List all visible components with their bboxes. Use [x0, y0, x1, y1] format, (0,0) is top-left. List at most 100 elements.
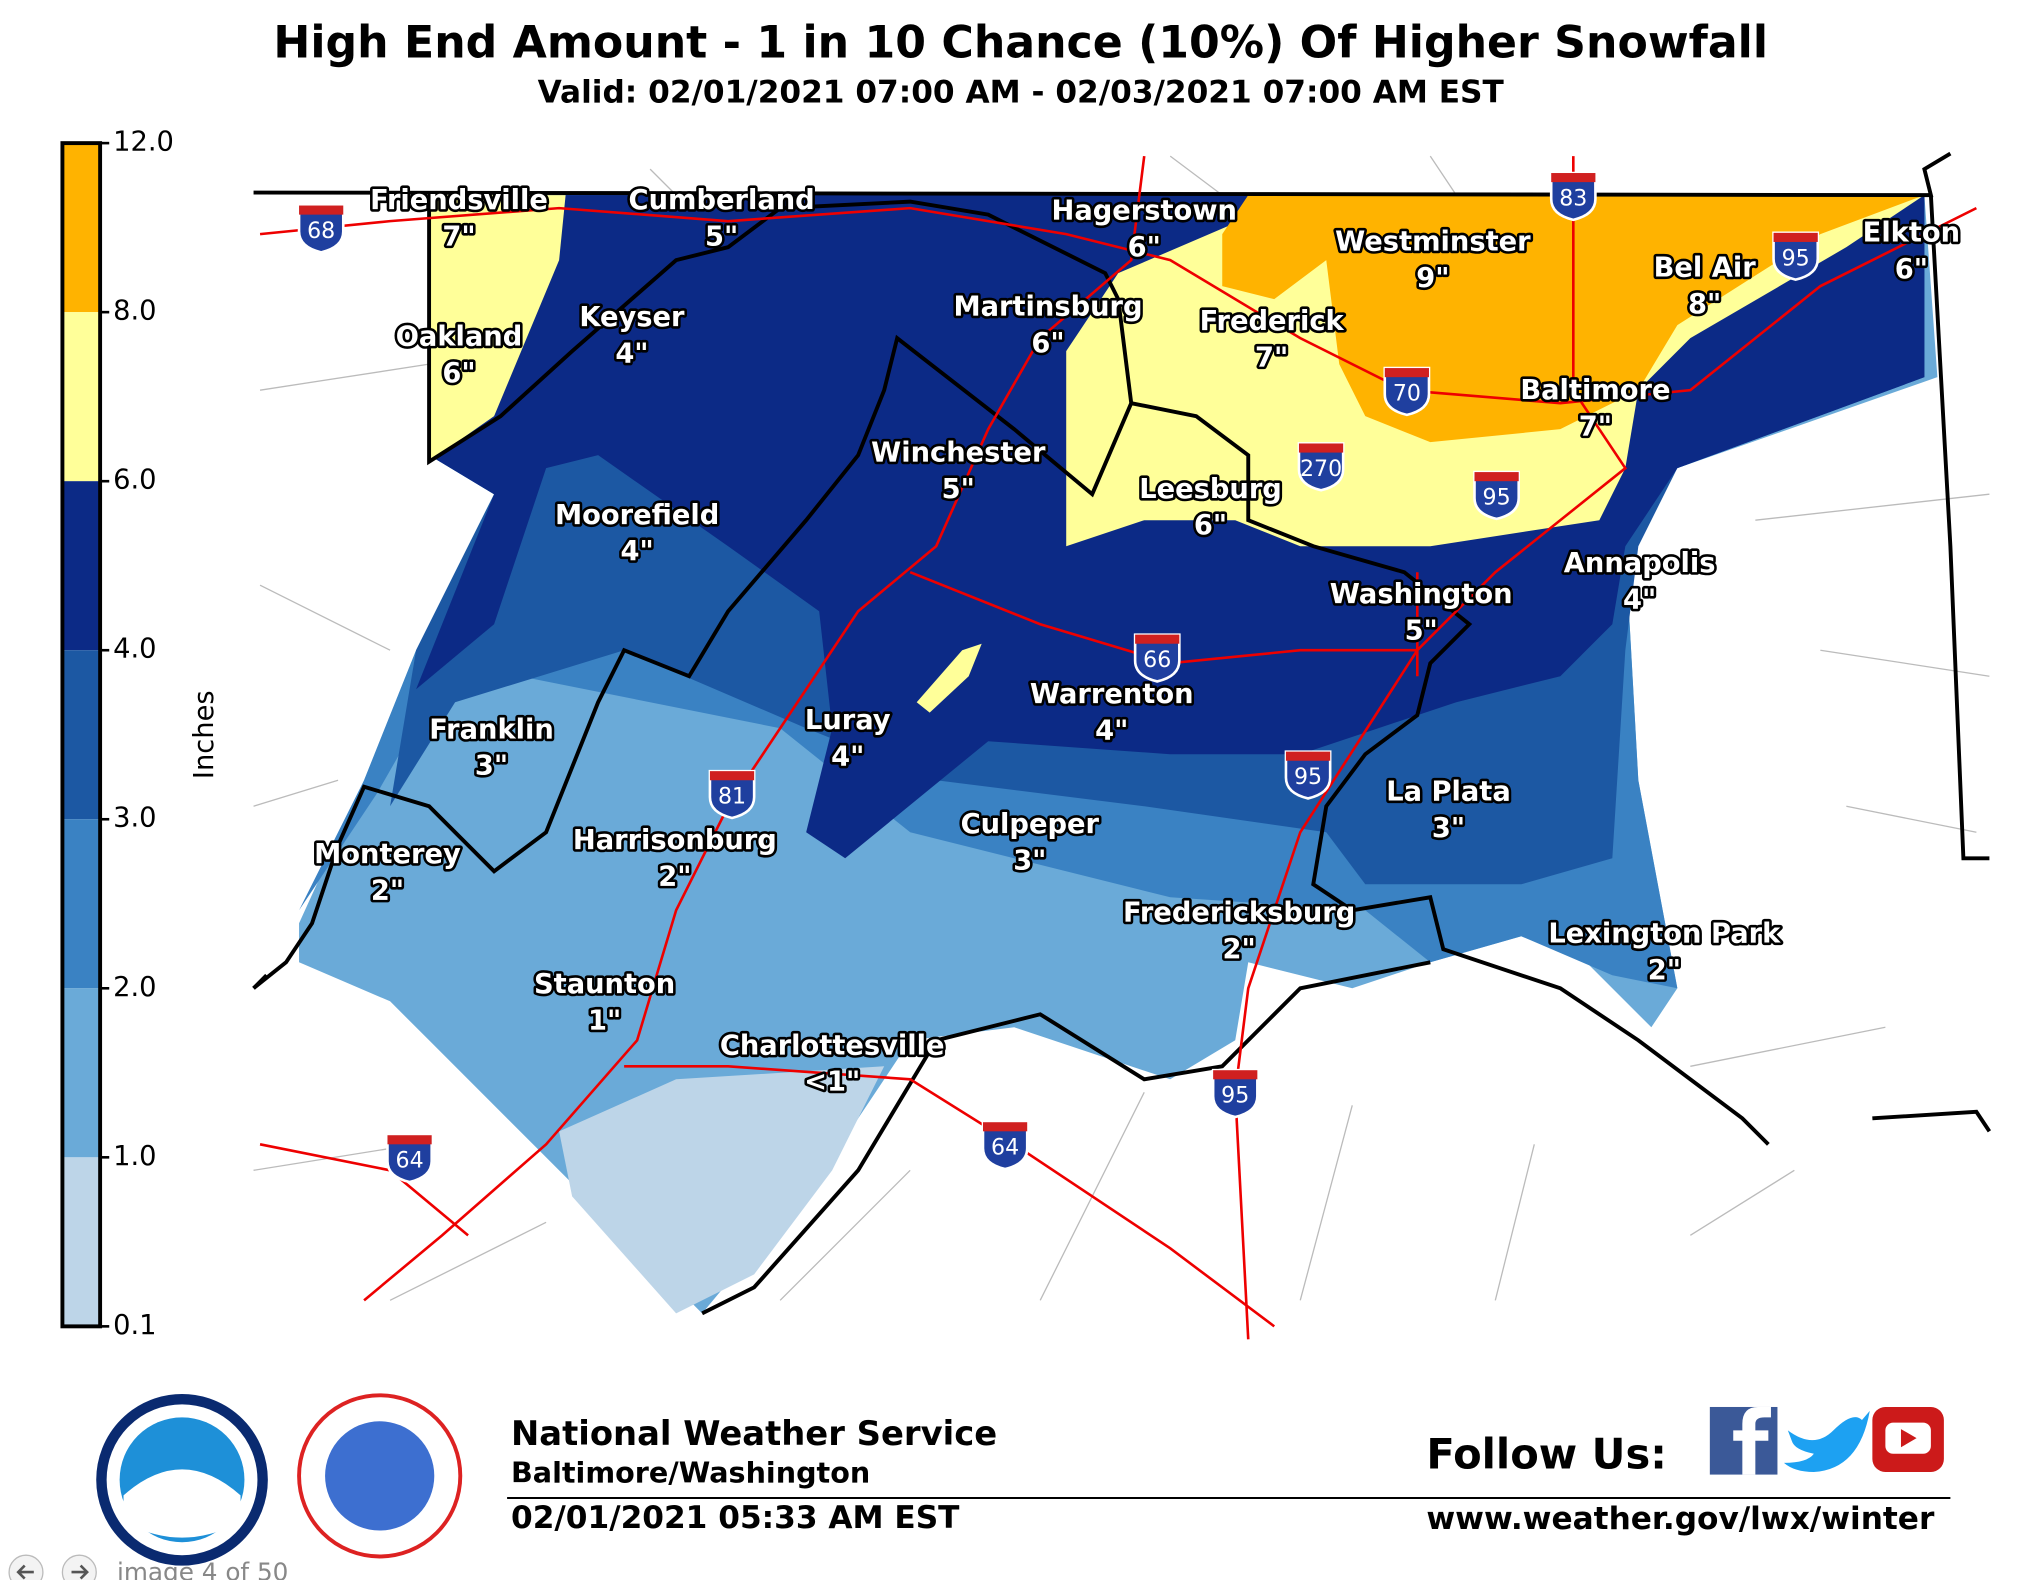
city-amount: 9" [1416, 263, 1449, 294]
city-name: Elkton [1863, 218, 1960, 249]
interstate-shield [1284, 750, 1332, 800]
interstate-shield-top [1213, 1070, 1258, 1080]
city-amount: 4" [615, 339, 648, 370]
url[interactable]: www.weather.gov/lwx/winter [1426, 1501, 1935, 1537]
city-amount: 7" [442, 222, 475, 253]
youtube-play [1900, 1429, 1917, 1448]
noaa-logo-bird [123, 1469, 241, 1538]
legend-tick-label: 8.0 [113, 296, 156, 327]
city-name: Cumberland [629, 185, 815, 216]
interstate-number: 95 [1782, 245, 1810, 271]
interstate-number: 70 [1393, 381, 1421, 407]
interstate-number: 270 [1300, 456, 1342, 482]
city-amount: 2" [371, 876, 404, 907]
nws-logo-inner [325, 1421, 435, 1531]
city-name: Warrenton [1030, 679, 1194, 710]
interstate-shield-top [1135, 634, 1180, 644]
interstate-shield [386, 1133, 433, 1184]
legend-tick-label: 4.0 [113, 634, 156, 665]
interstate-shield-top [1474, 472, 1519, 482]
interstate-shield [1133, 633, 1181, 683]
subtitle: Valid: 02/01/2021 07:00 AM - 02/03/2021 … [538, 75, 1505, 111]
city-name: Annapolis [1564, 548, 1716, 579]
city-name: Lexington Park [1548, 918, 1781, 949]
prev-arrow [16, 1564, 34, 1580]
city-amount: 6" [1031, 328, 1064, 359]
legend-tick-label: 12.0 [113, 127, 174, 158]
city-amount: 4" [621, 536, 654, 567]
city-name: Frederick [1200, 306, 1345, 337]
city-name: Oakland [396, 322, 523, 353]
legend-band [62, 312, 101, 482]
interstate-shield-top [709, 771, 755, 781]
city-amount: 3" [1013, 846, 1046, 877]
interstate-shield-top [1285, 751, 1331, 761]
city-amount: 5" [942, 474, 975, 505]
city-name: Culpeper [961, 809, 1100, 840]
interstate-number: 64 [396, 1148, 424, 1174]
interstate-number: 81 [718, 784, 746, 810]
issued: 02/01/2021 05:33 AM EST [511, 1500, 960, 1536]
interstate-shield [1549, 171, 1597, 222]
city-amount: 2" [658, 861, 691, 892]
city-amount: 7" [1579, 411, 1612, 442]
city-name: Washington [1330, 579, 1513, 610]
title: High End Amount - 1 in 10 Chance (10%) O… [273, 18, 1768, 69]
city-name: Westminster [1335, 227, 1531, 258]
city-amount: <1" [804, 1067, 860, 1098]
legend-tick-label: 0.1 [113, 1310, 156, 1341]
city-amount: 2" [1223, 934, 1256, 965]
org-name: National Weather Service [511, 1414, 997, 1453]
interstate-shield-top [299, 205, 344, 215]
city-name: Leesburg [1139, 474, 1282, 505]
city-name: Fredericksburg [1123, 898, 1355, 929]
legend: Inches 12.0 8.0 6.0 4.0 3.0 2.0 1.0 0.1 [60, 127, 220, 1341]
footer: National Weather Service Baltimore/Washi… [96, 1393, 1951, 1566]
city-name: Moorefield [555, 500, 719, 531]
interstate-number: 83 [1559, 186, 1587, 212]
next-arrow [71, 1564, 89, 1580]
city-amount: 6" [442, 358, 475, 389]
city-amount: 6" [1895, 254, 1928, 285]
next-button[interactable] [61, 1554, 97, 1580]
prev-button[interactable] [8, 1554, 44, 1580]
interstate-number: 95 [1483, 485, 1511, 511]
city-name: Charlottesville [720, 1030, 945, 1061]
city-amount: 3" [475, 751, 508, 782]
legend-tick-label: 3.0 [113, 803, 156, 834]
interstate-shield-top [1551, 173, 1596, 183]
city-amount: 5" [705, 222, 738, 253]
legend-frame [60, 141, 103, 1329]
city-name: Winchester [871, 437, 1046, 468]
interstate-shield-top [1773, 232, 1818, 242]
city-amount: 4" [831, 742, 864, 773]
interstate-shield-top [982, 1122, 1028, 1132]
city-amount: 7" [1255, 342, 1288, 373]
city-name: Hagerstown [1051, 196, 1236, 227]
legend-tick-label: 2.0 [113, 972, 156, 1003]
interstate-shield [1297, 442, 1345, 492]
interstate-shield [297, 204, 345, 254]
legend-band [62, 988, 101, 1158]
interstate-shield-top [1298, 443, 1344, 453]
legend-band [62, 481, 101, 651]
legend-label: Inches [189, 690, 220, 779]
interstate-number: 95 [1294, 764, 1322, 790]
city-amount: 5" [1405, 616, 1438, 647]
city-amount: 6" [1128, 232, 1161, 263]
city-name: Baltimore [1520, 375, 1670, 406]
city-name: La Plata [1386, 777, 1511, 808]
city-amount: 1" [588, 1006, 621, 1037]
map: 68 83 95 70 270 95 66 81 95 95 64 64 Friendsville 7"… [252, 149, 1992, 1342]
twitter-icon[interactable] [1783, 1410, 1870, 1472]
interstate-number: 68 [307, 218, 335, 244]
follow: Follow Us: [1426, 1430, 1666, 1479]
city-name: Harrisonburg [573, 825, 777, 856]
city-name: Staunton [534, 969, 675, 1000]
interstate-shield-top [387, 1135, 432, 1145]
city-name: Monterey [314, 839, 461, 870]
county-lines [253, 155, 1990, 1301]
city-name: Friendsville [370, 185, 548, 216]
city-amount: 6" [1194, 510, 1227, 541]
